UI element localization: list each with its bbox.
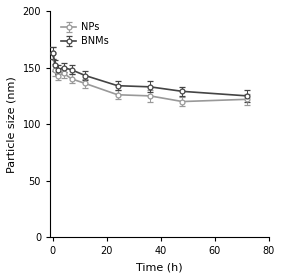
Legend: NPs, BNMs: NPs, BNMs xyxy=(59,20,110,48)
X-axis label: Time (h): Time (h) xyxy=(136,262,183,272)
Y-axis label: Particle size (nm): Particle size (nm) xyxy=(7,76,17,173)
